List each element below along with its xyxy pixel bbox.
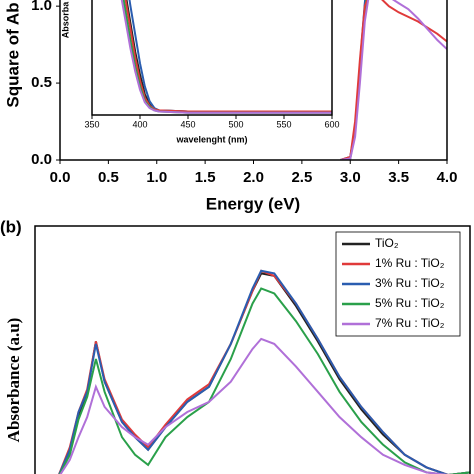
- series-line: [340, 0, 447, 160]
- legend-label: 1% Ru : TiO₂: [375, 256, 445, 270]
- x-tick-label: 2.0: [243, 169, 264, 186]
- legend-label: 7% Ru : TiO₂: [375, 316, 445, 330]
- x-tick-label: 400: [132, 119, 147, 129]
- x-tick-label: 350: [84, 119, 99, 129]
- x-axis-label: Energy (eV): [206, 194, 300, 213]
- legend-label: 3% Ru : TiO₂: [375, 276, 445, 290]
- y-tick-label: 0.0: [31, 151, 52, 168]
- x-tick-label: 2.5: [291, 169, 312, 186]
- x-tick-label: 4.0: [437, 169, 458, 186]
- series-line: [124, 0, 332, 113]
- x-tick-label: 0.5: [98, 169, 119, 186]
- y-tick-label: 1.0: [31, 0, 52, 14]
- x-tick-label: 500: [228, 119, 243, 129]
- plot-frame: [34, 225, 471, 474]
- inset: 350 400 450 500 550 600 wavelenght (nm) Absorba: [60, 0, 340, 144]
- x-axis-label: wavelenght (nm): [175, 134, 247, 144]
- panel-label: (b): [0, 217, 22, 236]
- series-line: [58, 287, 470, 474]
- plot-frame: [91, 0, 333, 116]
- x-tick-label: 0.0: [50, 169, 71, 186]
- series-line: [340, 0, 367, 160]
- series-line: [58, 269, 470, 474]
- x-tick-label: 1.5: [195, 169, 216, 186]
- y-axis-label: Square of Ab: [3, 2, 22, 107]
- panel-b: Absorbance (a.u) (b) TiO₂ 1% Ru : TiO₂ 3% Ru…: [0, 217, 471, 474]
- series-line: [340, 0, 447, 160]
- legend-label: 5% Ru : TiO₂: [375, 296, 445, 310]
- series-line: [59, 337, 470, 474]
- y-tick-label: 0.5: [31, 74, 52, 91]
- x-tick-label: 3.5: [388, 169, 409, 186]
- panel-a: 0.0 0.5 1.0 1.5 2.0 2.5 3.0 3.5 4.0 0.0 0.5 1.0 Ener…: [3, 0, 457, 213]
- x-tick-label: 550: [276, 119, 291, 129]
- series-line: [340, 0, 367, 160]
- x-tick-label: 450: [180, 119, 195, 129]
- legend-label: TiO₂: [375, 236, 399, 250]
- y-axis-label: Absorbance (a.u): [4, 318, 23, 443]
- series-line: [340, 0, 368, 160]
- x-tick-label: 3.0: [340, 169, 361, 186]
- y-axis-label: Absorba: [60, 1, 70, 39]
- x-tick-label: 600: [324, 119, 339, 129]
- x-tick-label: 1.0: [146, 169, 167, 186]
- series-line: [120, 0, 332, 114]
